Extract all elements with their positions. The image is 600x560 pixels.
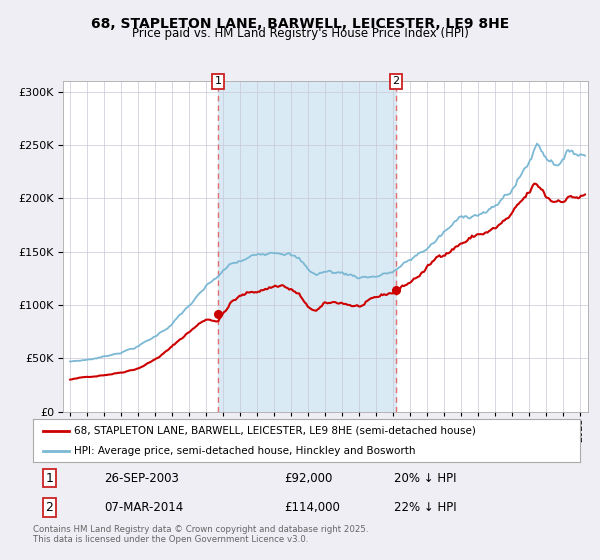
Text: 20% ↓ HPI: 20% ↓ HPI [394,472,457,485]
Text: £92,000: £92,000 [285,472,333,485]
Text: 2: 2 [392,76,399,86]
Text: 1: 1 [215,76,222,86]
Text: 68, STAPLETON LANE, BARWELL, LEICESTER, LE9 8HE: 68, STAPLETON LANE, BARWELL, LEICESTER, … [91,17,509,31]
Text: 68, STAPLETON LANE, BARWELL, LEICESTER, LE9 8HE (semi-detached house): 68, STAPLETON LANE, BARWELL, LEICESTER, … [74,426,476,436]
Text: 07-MAR-2014: 07-MAR-2014 [104,501,184,514]
Text: 1: 1 [46,472,53,485]
Text: Contains HM Land Registry data © Crown copyright and database right 2025.
This d: Contains HM Land Registry data © Crown c… [33,525,368,544]
Text: £114,000: £114,000 [285,501,341,514]
Text: 26-SEP-2003: 26-SEP-2003 [104,472,179,485]
Text: 22% ↓ HPI: 22% ↓ HPI [394,501,457,514]
Text: Price paid vs. HM Land Registry's House Price Index (HPI): Price paid vs. HM Land Registry's House … [131,27,469,40]
Bar [218,81,395,412]
Text: HPI: Average price, semi-detached house, Hinckley and Bosworth: HPI: Average price, semi-detached house,… [74,446,416,455]
Text: 2: 2 [46,501,53,514]
